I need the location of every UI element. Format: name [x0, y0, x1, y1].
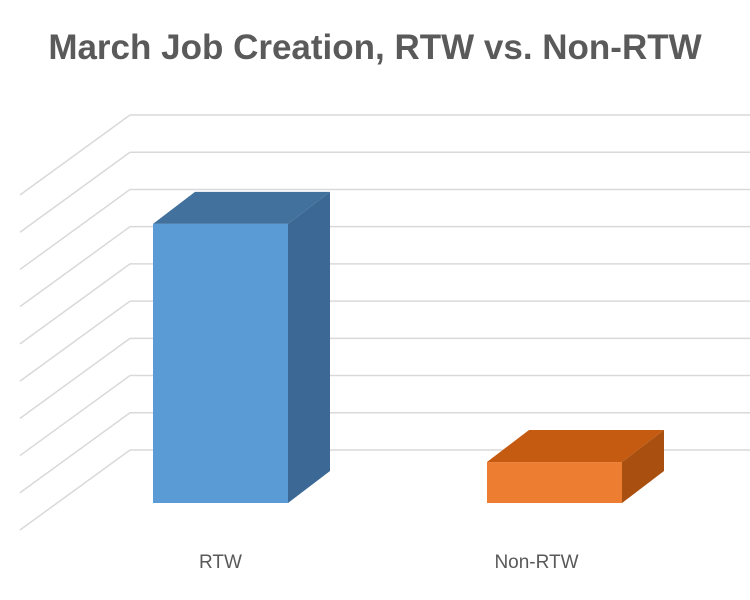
x-tick-label: Non-RTW	[494, 552, 578, 573]
bar-side-non-rtw	[622, 430, 664, 503]
gridline-depth	[19, 151, 131, 233]
chart-title: March Job Creation, RTW vs. Non-RTW	[48, 28, 702, 67]
bar-side-rtw	[288, 191, 330, 504]
gridline-depth	[19, 374, 131, 457]
gridline-depth	[19, 449, 131, 531]
bar-rtw	[153, 223, 288, 504]
x-tick-label: RTW	[199, 552, 242, 573]
gridline-depth	[19, 226, 131, 308]
gridline-depth	[19, 188, 131, 271]
gridline-depth	[19, 114, 131, 196]
bar-top-rtw	[153, 191, 330, 224]
bar-top-non-rtw	[487, 430, 664, 463]
gridline-depth	[19, 412, 131, 494]
gridline-depth	[19, 300, 131, 382]
bar-non-rtw	[487, 462, 622, 503]
gridline-depth	[19, 337, 131, 419]
gridline-depth	[19, 263, 131, 345]
